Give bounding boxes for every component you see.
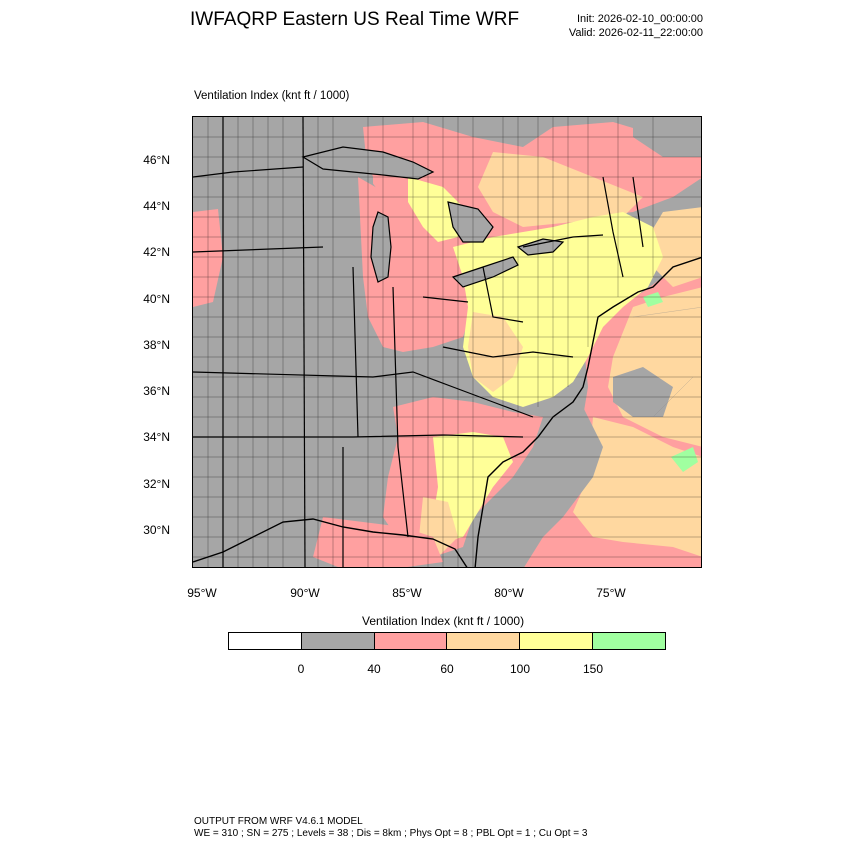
lat-label-44: 44°N: [143, 199, 170, 213]
ventilation-field-pink-gulf: [313, 517, 443, 567]
ventilation-field-green-ocean-2: [671, 447, 698, 472]
ventilation-field-gray-ocean-2: [613, 367, 673, 417]
county-lines: [193, 117, 701, 567]
legend-swatch-3: [447, 633, 521, 649]
east-coastline: [474, 256, 701, 567]
legend-tick-40: 40: [367, 662, 381, 676]
legend-title: Ventilation Index (knt ft / 1000): [362, 614, 525, 628]
lon-label-80: 80°W: [494, 586, 524, 600]
legend-swatch-2: [374, 633, 448, 649]
lat-label-38: 38°N: [143, 338, 170, 352]
ventilation-field-tan-midatlantic: [468, 312, 523, 392]
legend-swatch-5: [593, 633, 665, 649]
weather-map: [192, 116, 702, 568]
lake-ontario: [516, 238, 565, 256]
ventilation-field-tan-ne: [648, 207, 701, 287]
lake-huron: [447, 201, 494, 243]
legend-tick-150: 150: [582, 662, 604, 676]
map-title: IWFAQRP Eastern US Real Time WRF: [190, 9, 520, 30]
legend-swatch-0: [229, 633, 302, 649]
init-time: Init: 2026-02-10_00:00:00: [577, 13, 703, 25]
lat-label-36: 36°N: [143, 384, 170, 398]
state-borders: [193, 117, 644, 567]
ventilation-field-green-ocean: [643, 292, 663, 307]
lon-label-90: 90°W: [290, 586, 320, 600]
color-legend: [228, 632, 666, 650]
model-info-line1: OUTPUT FROM WRF V4.6.1 MODEL: [194, 816, 363, 827]
lon-label-75: 75°W: [596, 586, 626, 600]
ventilation-field-tan-north: [478, 152, 643, 227]
valid-time: Valid: 2026-02-11_22:00:00: [568, 27, 703, 39]
lon-label-95: 95°W: [187, 586, 217, 600]
ventilation-field-tan-ocean-south: [573, 417, 701, 557]
lat-label-42: 42°N: [143, 245, 170, 259]
graticule: [632, 307, 701, 418]
legend-swatch-4: [520, 633, 594, 649]
legend-tick-100: 100: [509, 662, 531, 676]
model-info-line2: WE = 310 ; SN = 275 ; Levels = 38 ; Dis …: [194, 828, 588, 839]
legend-tick-0: 0: [297, 662, 305, 676]
legend-tick-60: 60: [440, 662, 454, 676]
field-label: Ventilation Index (knt ft / 1000): [194, 90, 350, 102]
lat-label-46: 46°N: [143, 153, 170, 167]
legend-swatch-1: [301, 633, 375, 649]
lat-label-32: 32°N: [143, 477, 170, 491]
ventilation-field-yellow-michigan: [408, 177, 463, 242]
lon-label-85: 85°W: [392, 586, 422, 600]
lat-label-34: 34°N: [143, 430, 170, 444]
map-graphic: [193, 117, 701, 567]
lat-label-40: 40°N: [143, 292, 170, 306]
lat-label-30: 30°N: [143, 523, 170, 537]
